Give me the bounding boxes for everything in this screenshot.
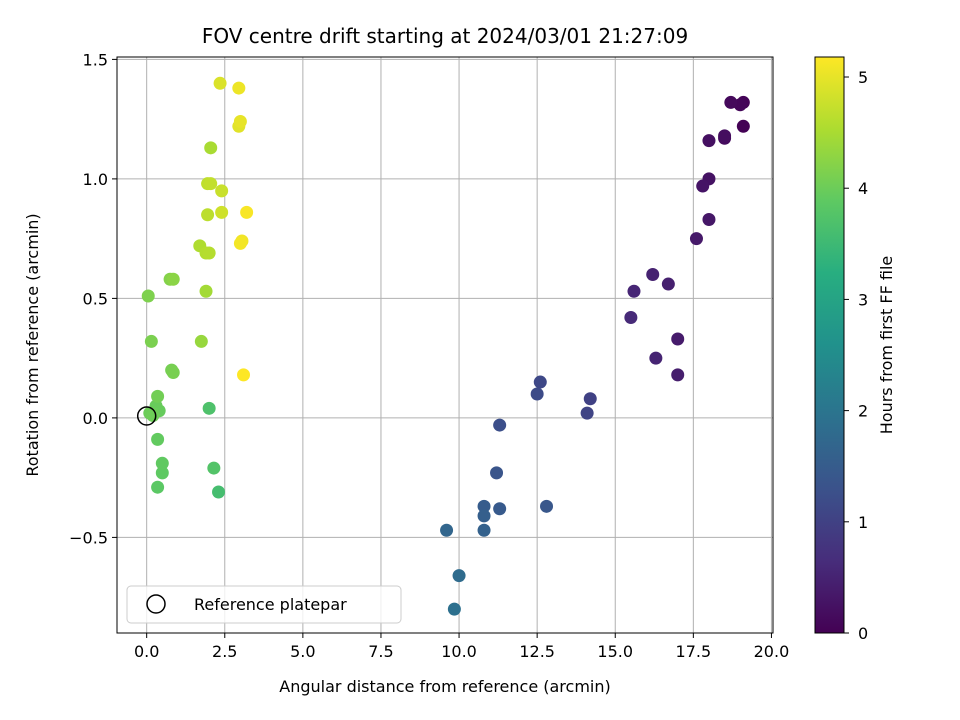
y-tick-label: 1.0: [83, 170, 108, 189]
data-point: [151, 432, 165, 446]
colorbar-tick-label: 4: [858, 179, 868, 198]
data-point: [477, 509, 491, 523]
data-point: [627, 284, 641, 298]
data-point: [233, 115, 247, 129]
legend-box: [126, 585, 402, 624]
data-point: [233, 236, 247, 250]
data-point: [207, 461, 221, 475]
x-tick-label: 5.0: [290, 642, 315, 661]
data-point: [232, 81, 246, 95]
data-point: [493, 502, 507, 516]
data-point: [580, 406, 594, 420]
scatter-points: [141, 76, 750, 616]
colorbar-tick-label: 5: [858, 68, 868, 87]
data-point: [213, 76, 227, 90]
data-point: [583, 392, 597, 406]
data-point: [649, 351, 663, 365]
data-point: [201, 208, 215, 222]
data-point: [202, 246, 216, 260]
data-point: [204, 177, 218, 191]
colorbar-tick-label: 1: [858, 513, 868, 532]
x-tick-label: 17.5: [676, 642, 712, 661]
data-point: [540, 499, 554, 513]
data-point: [151, 389, 165, 403]
data-point: [702, 213, 716, 227]
grid: [117, 57, 773, 633]
data-point: [151, 480, 165, 494]
data-point: [624, 311, 638, 325]
data-point: [237, 368, 251, 382]
data-point: [671, 332, 685, 346]
data-point: [736, 119, 750, 133]
y-tick-label: 0.0: [83, 409, 108, 428]
data-point: [477, 499, 491, 513]
x-tick-label: 15.0: [597, 642, 633, 661]
y-axis: −0.5 0.0 0.5 1.0 1.5: [69, 50, 117, 547]
colorbar-tick-label: 0: [858, 624, 868, 643]
y-tick-label: −0.5: [69, 528, 108, 547]
x-tick-label: 20.0: [754, 642, 790, 661]
data-point: [146, 409, 160, 423]
data-point: [671, 368, 685, 382]
data-point: [477, 523, 491, 537]
x-axis-label: Angular distance from reference (arcmin): [279, 677, 610, 696]
y-tick-label: 0.5: [83, 289, 108, 308]
data-point: [240, 205, 254, 219]
colorbar-tick-label: 2: [858, 402, 868, 421]
reference-marker: [136, 406, 157, 426]
data-point: [447, 602, 461, 616]
data-point: [452, 569, 466, 583]
legend-marker: [146, 594, 166, 614]
data-point: [490, 466, 504, 480]
data-point: [141, 289, 155, 303]
data-point: [533, 375, 547, 389]
colorbar: 0 1 2 3 4 5 Hours from first FF file: [814, 56, 896, 643]
data-point: [166, 365, 180, 379]
data-point: [204, 141, 218, 155]
data-point: [212, 485, 226, 499]
data-point: [166, 272, 180, 286]
data-point: [718, 129, 732, 143]
colorbar-tick-label: 3: [858, 290, 868, 309]
x-tick-label: 7.5: [368, 642, 393, 661]
data-point: [530, 387, 544, 401]
data-point: [215, 184, 229, 198]
data-point: [493, 418, 507, 432]
x-tick-label: 0.0: [134, 642, 159, 661]
legend-label: Reference platepar: [194, 595, 347, 614]
data-point: [155, 456, 169, 470]
chart-title: FOV centre drift starting at 2024/03/01 …: [202, 24, 688, 48]
data-point: [202, 401, 216, 415]
data-point: [144, 334, 158, 348]
x-axis: 0.0 2.5 5.0 7.5 10.0 12.5 15.0 17.5 20.0: [134, 633, 789, 661]
data-point: [646, 267, 660, 281]
plot-frame: [116, 56, 774, 634]
data-point: [199, 284, 213, 298]
data-point: [696, 179, 710, 193]
data-point: [689, 232, 703, 246]
colorbar-axis: 0 1 2 3 4 5: [844, 68, 868, 643]
y-axis-label: Rotation from reference (arcmin): [23, 213, 42, 476]
legend: Reference platepar: [126, 585, 402, 624]
data-point: [724, 95, 738, 109]
colorbar-label: Hours from first FF file: [877, 256, 896, 435]
data-point: [215, 205, 229, 219]
data-point: [440, 523, 454, 537]
data-point: [702, 134, 716, 148]
x-tick-label: 2.5: [212, 642, 237, 661]
y-tick-label: 1.5: [83, 50, 108, 69]
colorbar-gradient: [814, 56, 845, 634]
data-point: [661, 277, 675, 291]
x-tick-label: 12.5: [519, 642, 555, 661]
data-point: [194, 334, 208, 348]
x-tick-label: 10.0: [441, 642, 477, 661]
data-point: [155, 466, 169, 480]
